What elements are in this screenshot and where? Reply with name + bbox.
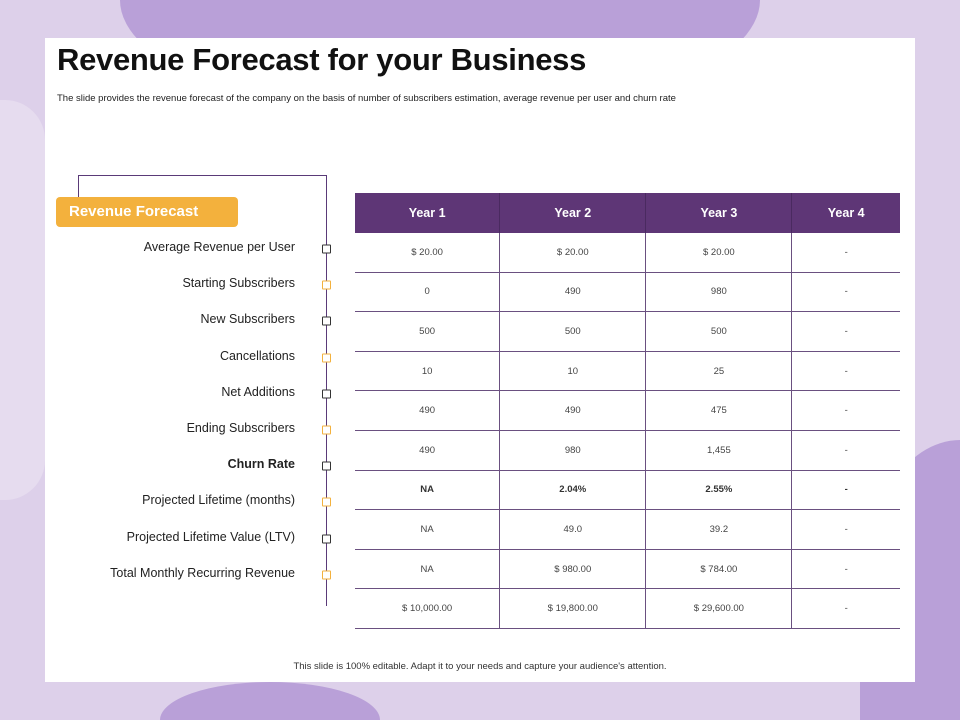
table-cell: - — [791, 311, 900, 352]
table-cell: $ 20.00 — [645, 233, 792, 273]
row-label: Cancellations — [219, 348, 295, 363]
timeline-marker-icon — [322, 316, 331, 326]
row-label: Net Additions — [221, 384, 295, 399]
background-blob — [0, 100, 45, 500]
timeline-marker-icon — [322, 461, 331, 471]
table-row: 490 490 475- — [355, 390, 900, 431]
revenue-forecast-badge: Revenue Forecast — [56, 197, 238, 227]
page-subtitle: The slide provides the revenue forecast … — [57, 93, 676, 104]
table-cell: 475 — [645, 390, 792, 431]
row-label: New Subscribers — [200, 312, 295, 327]
background-blob — [160, 682, 380, 720]
table-cell: NA — [355, 470, 500, 511]
timeline-marker-icon — [322, 534, 331, 544]
table-cell: 0 — [355, 272, 500, 313]
timeline-marker-icon — [322, 280, 331, 290]
table-row: NA 2.04% 2.55% - — [355, 470, 900, 511]
page-title: Revenue Forecast for your Business — [57, 42, 587, 77]
row-label: Total Monthly Recurring Revenue — [110, 565, 295, 580]
table-cell: 10 — [499, 351, 646, 392]
row-label: Churn Rate — [227, 457, 295, 472]
row-label: Projected Lifetime Value (LTV) — [126, 529, 295, 544]
row-label: Ending Subscribers — [186, 421, 295, 435]
timeline-marker-icon — [322, 570, 331, 580]
column-header: Year 1 — [355, 193, 500, 233]
table-row: 490 980 1,455- — [355, 430, 900, 471]
table-cell: NA — [355, 549, 500, 590]
connector-line — [78, 175, 327, 176]
forecast-table: Year 1 Year 2 Year 3 Year 4 $ 20.00 $ 20.00 $… — [355, 193, 900, 629]
table-row: 0 490 980- — [355, 272, 900, 313]
connector-line — [78, 175, 79, 197]
timeline-marker-icon — [322, 389, 331, 399]
table-cell: - — [791, 430, 900, 471]
table-cell: 500 — [645, 311, 792, 352]
table-cell: - — [791, 351, 900, 392]
table-cell: 980 — [645, 272, 792, 313]
table-row: 500 500 500- — [355, 311, 900, 352]
table-cell: 2.55% — [645, 470, 792, 511]
table-cell: - — [791, 390, 900, 431]
table-cell: 10 — [355, 351, 500, 392]
table-row: $ 20.00 $ 20.00 $ 20.00- — [355, 233, 900, 273]
row-label: Starting Subscribers — [182, 276, 295, 291]
timeline-marker-icon — [322, 425, 331, 435]
column-header: Year 4 — [791, 193, 900, 233]
timeline-marker-icon — [322, 244, 331, 254]
column-header: Year 3 — [645, 193, 792, 233]
table-cell: 490 — [355, 390, 500, 431]
table-cell: 490 — [499, 390, 646, 431]
row-label: Projected Lifetime (months) — [142, 493, 295, 508]
table-cell: $ 20.00 — [355, 233, 500, 273]
table-cell: 490 — [355, 430, 500, 471]
table-cell: 1,455 — [645, 430, 792, 471]
table-cell: 25 — [645, 351, 792, 392]
table-cell: $ 19,800.00 — [499, 588, 646, 629]
table-header-row: Year 1 Year 2 Year 3 Year 4 — [355, 193, 900, 233]
timeline-marker-icon — [322, 497, 331, 507]
table-cell: NA — [355, 509, 500, 550]
table-cell: 49.0 — [499, 509, 646, 550]
table-cell: 2.04% — [499, 470, 646, 511]
table-cell: - — [791, 233, 900, 273]
table-cell: - — [791, 509, 900, 550]
table-cell: $ 29,600.00 — [645, 588, 792, 629]
table-row: NA $ 980.00 $ 784.00- — [355, 549, 900, 590]
table-cell: 980 — [499, 430, 646, 471]
table-cell: $ 784.00 — [645, 549, 792, 590]
table-cell: 500 — [355, 311, 500, 352]
timeline-marker-icon — [322, 353, 331, 363]
footer-note: This slide is 100% editable. Adapt it to… — [293, 661, 667, 672]
table-cell: $ 20.00 — [499, 233, 646, 273]
table-cell: - — [791, 588, 900, 629]
column-header: Year 2 — [499, 193, 646, 233]
table-cell: 490 — [499, 272, 646, 313]
row-label: Average Revenue per User — [143, 240, 295, 254]
table-cell: - — [791, 549, 900, 590]
table-cell: $ 980.00 — [499, 549, 646, 590]
table-cell: - — [791, 272, 900, 313]
table-cell: - — [791, 470, 900, 511]
table-row: NA 49.0 39.2- — [355, 509, 900, 550]
table-row: 10 10 25- — [355, 351, 900, 392]
table-cell: 39.2 — [645, 509, 792, 550]
table-row: $ 10,000.00 $ 19,800.00 $ 29,600.00- — [355, 588, 900, 629]
table-cell: $ 10,000.00 — [355, 588, 500, 629]
table-cell: 500 — [499, 311, 646, 352]
